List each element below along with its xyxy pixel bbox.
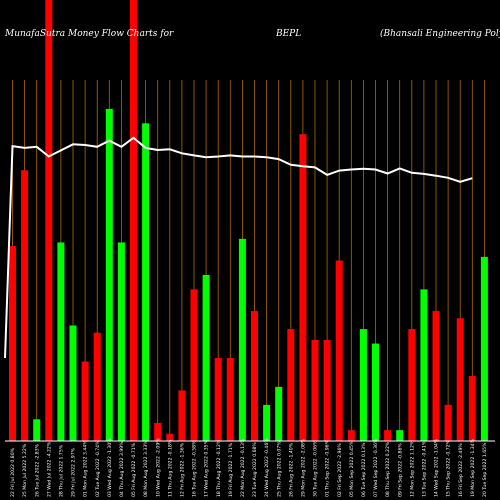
volume-bar — [468, 376, 476, 441]
volume-bar — [57, 242, 65, 441]
x-tick-label: 25 Thu Aug 2022 0.07% — [276, 441, 282, 497]
volume-bar — [396, 430, 404, 441]
volume-bar — [275, 386, 283, 441]
title-company: (Bhansali Engineering Polymers Limited) … — [380, 28, 500, 39]
x-tick-label: 03 Wed Aug 2022 -1.30% — [107, 438, 113, 497]
volume-bar — [69, 325, 77, 441]
x-tick-label: 09 Fri Sep 2022 -0.86% — [397, 443, 403, 497]
volume-bar — [226, 357, 234, 441]
volume-bar — [202, 274, 210, 441]
x-tick-label: 29 Mon Aug 2022 -2.08% — [301, 438, 307, 497]
volume-bar — [372, 343, 379, 441]
x-tick-label: 29 Fri Jul 2022 2.97% — [71, 447, 77, 497]
volume-bar — [263, 404, 271, 441]
volume-bar — [238, 238, 246, 441]
volume-bar — [33, 419, 41, 441]
volume-bar — [9, 246, 16, 441]
x-tick-label: 26 Fri Aug 2022 -1.40% — [288, 442, 294, 497]
price-line — [4, 136, 473, 359]
volume-bar — [456, 318, 464, 441]
x-tick-labels: 22 Fri Jul 2022 0.80% 25 Mon Jul 2022 5.2… — [10, 438, 488, 497]
volume-bar — [117, 242, 125, 441]
x-tick-label: 12 Fri Aug 2022 -1.36% — [180, 442, 186, 497]
volume-bar — [178, 390, 186, 441]
x-tick-label: 22 Fri Jul 2022 0.80% — [10, 447, 16, 497]
x-tick-label: 25 Mon Jul 2022 5.22% — [22, 443, 28, 497]
x-tick-label: 05 Fri Aug 2022 -0.71% — [131, 442, 137, 497]
volume-bar — [311, 339, 319, 441]
volume-bar — [359, 329, 367, 441]
x-tick-label: 02 Tue Aug 2022 -0.74% — [95, 440, 101, 497]
x-tick-label: 05 Mon Sep 2022 0.45% — [349, 440, 355, 497]
volume-bar — [166, 433, 174, 441]
title-symbol: BEPL — [275, 29, 301, 39]
volume-bar — [45, 0, 53, 441]
volume-bar — [408, 329, 416, 441]
x-tick-label: 18 Thu Aug 2022 -0.12% — [216, 439, 222, 497]
volume-bars — [9, 0, 488, 441]
volume-bar — [420, 289, 428, 441]
volume-bar — [130, 0, 137, 441]
x-tick-label: 17 Wed Aug 2022 0.35% — [204, 439, 210, 497]
volume-bar — [444, 404, 452, 441]
volume-bar — [81, 361, 89, 441]
x-tick-label: 02 Fri Sep 2022 -2.96% — [337, 443, 343, 497]
volume-bar — [323, 339, 331, 441]
x-tick-label: 19 Mon Sep 2022 -1.34% — [470, 438, 476, 497]
x-tick-label: 12 Mon Sep 2022 1.12% — [409, 440, 415, 497]
volume-bar — [251, 311, 258, 441]
x-tick-label: 16 Tue Aug 2022 -0.58% — [192, 440, 198, 497]
volume-bar — [347, 430, 355, 441]
volume-bar — [142, 123, 150, 441]
x-tick-label: 01 Thu Sep 2022 -0.96% — [325, 439, 331, 497]
x-tick-label: 15 Thu Sep 2022 -0.72% — [446, 439, 452, 497]
volume-bar — [105, 108, 113, 441]
volume-bar — [190, 289, 198, 441]
x-tick-label: 06 Tue Sep 2022 0.13% — [361, 442, 367, 497]
x-tick-label: 23 Tue Aug 2022 0.68% — [252, 442, 258, 497]
x-tick-label: 08 Mon Aug 2022 3.33% — [143, 440, 149, 497]
x-tick-label: 27 Wed Jul 2022 -4.22% — [46, 441, 52, 497]
x-tick-label: 08 Thu Sep 2022 0.22% — [385, 441, 391, 497]
x-tick-label: 14 Wed Sep 2022 -1.04% — [434, 438, 440, 497]
x-tick-label: 19 Fri Aug 2022 -1.71% — [228, 442, 234, 497]
x-tick-label: 11 Thu Aug 2022 -0.18% — [167, 439, 173, 497]
volume-bar — [21, 170, 29, 441]
volume-bar — [154, 422, 162, 441]
chart-title: MunafaSutra Money Flow Charts for BEPL (… — [4, 28, 500, 39]
x-tick-label: 26 Tue Jul 2022 -2.83% — [34, 443, 40, 497]
x-tick-label: 04 Thu Aug 2022 3.99% — [119, 441, 125, 497]
title-prefix: MunafaSutra Money Flow Charts for — [4, 29, 174, 39]
x-tick-label: 28 Thu Jul 2022 1.75% — [59, 444, 65, 497]
x-tick-label: 01 Mon Aug 2022 3.44% — [83, 440, 89, 497]
volume-bar — [335, 260, 343, 441]
volume-bar — [299, 134, 307, 441]
x-tick-label: 20 Tue Sep 2022 1.65% — [482, 442, 488, 497]
x-tick-label: 13 Tue Sep 2022 -0.41% — [422, 440, 428, 497]
x-tick-label: 22 Mon Aug 2022 -0.13% — [240, 438, 246, 497]
x-tick-label: 24 Wed Aug 2022 -0.46% — [264, 438, 270, 497]
volume-bar — [214, 357, 222, 441]
volume-bar — [93, 332, 101, 441]
volume-bar — [384, 430, 392, 441]
x-tick-label: 07 Wed Sep 2022 -0.36% — [373, 438, 379, 497]
volume-bar — [287, 329, 295, 441]
x-tick-label: 10 Wed Aug 2022 -2.09% — [155, 438, 161, 497]
volume-bar — [432, 311, 440, 441]
x-tick-label: 30 Tue Aug 2022 -0.06% — [313, 440, 319, 497]
x-tick-label: 16 Fri Sep 2022 -2.49% — [458, 443, 464, 497]
volume-bar — [480, 256, 488, 441]
